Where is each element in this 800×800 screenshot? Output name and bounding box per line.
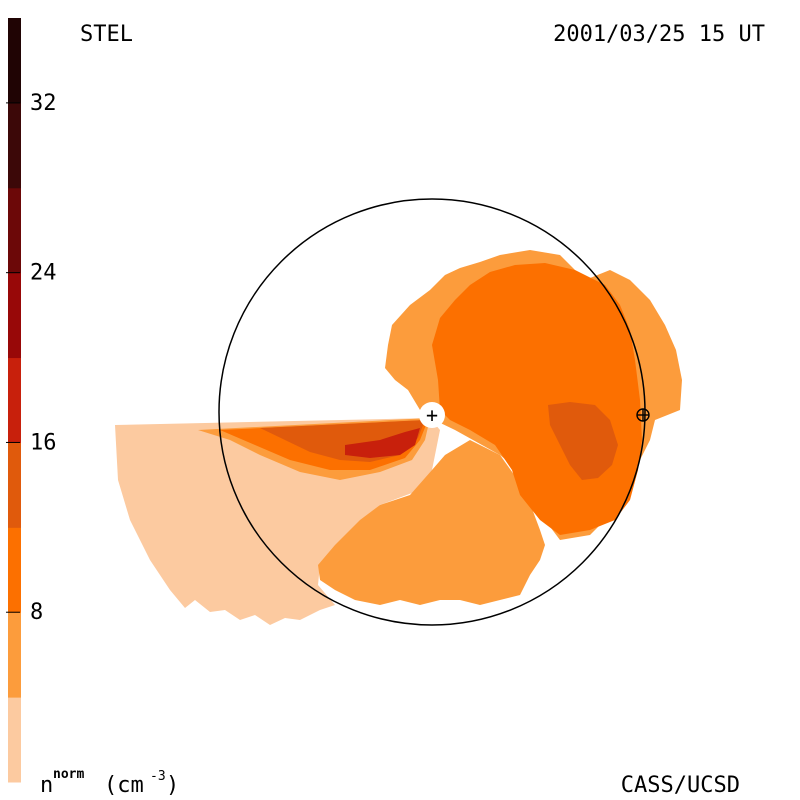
colorbar-band bbox=[8, 272, 21, 359]
colorbar-tick-label: 24 bbox=[30, 261, 57, 286]
colorbar bbox=[8, 18, 21, 783]
date-label: 2001/03/25 15 UT bbox=[553, 22, 765, 47]
colorbar-band bbox=[8, 357, 21, 443]
colorbar-band bbox=[8, 612, 21, 698]
colorbar-band bbox=[8, 697, 21, 783]
colorbar-band bbox=[8, 187, 21, 274]
svg-text:norm: norm bbox=[53, 767, 84, 782]
credit-label: CASS/UCSD bbox=[621, 773, 740, 798]
instrument-label: STEL bbox=[80, 22, 133, 47]
orbit-circle bbox=[218, 198, 646, 626]
colorbar-tick-label: 8 bbox=[30, 600, 43, 625]
colorbar-band bbox=[8, 527, 21, 613]
region-peak bbox=[345, 428, 420, 458]
region-low-lower bbox=[318, 440, 545, 605]
colorbar-band bbox=[8, 102, 21, 189]
colorbar-ticks: 8 16 24 32 bbox=[6, 91, 57, 625]
colorbar-band bbox=[8, 18, 21, 104]
sun-icon: + bbox=[426, 403, 438, 427]
svg-text:n: n bbox=[40, 773, 53, 798]
colorbar-tick-label: 32 bbox=[30, 91, 57, 116]
unit-label: n norm (cm -3 ) bbox=[40, 767, 179, 798]
svg-text:): ) bbox=[166, 773, 179, 798]
region-high bbox=[548, 402, 618, 480]
colorbar-tick-label: 16 bbox=[30, 430, 57, 455]
sun-disk bbox=[419, 402, 445, 428]
density-regions bbox=[115, 250, 682, 625]
svg-text:-3: -3 bbox=[150, 769, 166, 784]
colorbar-band bbox=[8, 442, 21, 528]
earth-icon bbox=[636, 408, 650, 422]
svg-text:(cm: (cm bbox=[104, 773, 144, 798]
